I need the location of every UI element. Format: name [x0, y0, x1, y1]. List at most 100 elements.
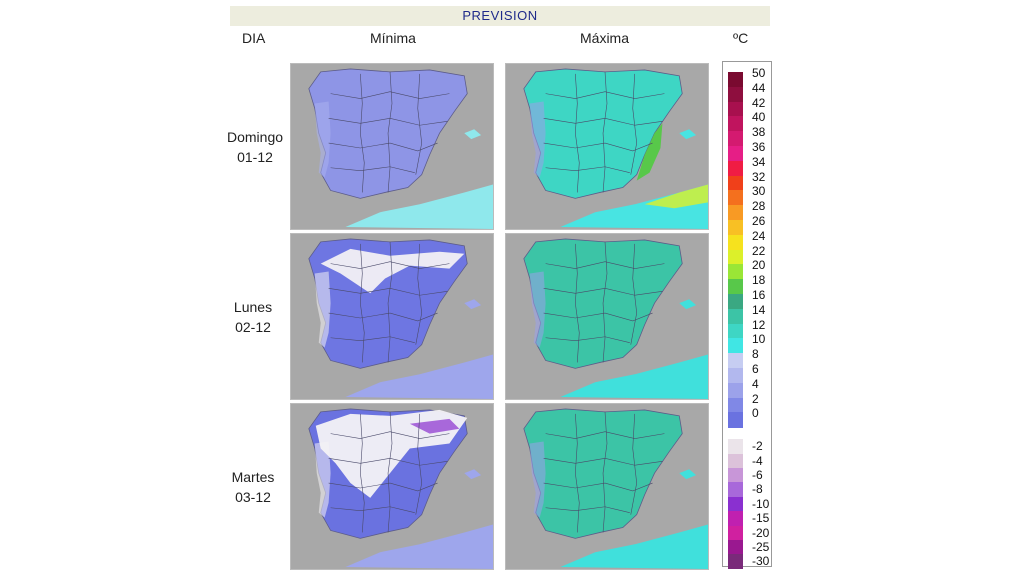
- row-label-martes: Martes 03-12: [218, 467, 288, 507]
- province-border: [387, 411, 393, 533]
- legend-swatch: [728, 264, 743, 280]
- row-label-domingo: Domingo 01-12: [220, 127, 290, 167]
- legend-label: 16: [752, 288, 766, 302]
- legend-label: 10: [752, 332, 766, 347]
- legend-label: -20: [752, 525, 770, 540]
- map-max-lunes: [505, 233, 709, 400]
- map-image: [308, 238, 493, 399]
- legend-swatch: [728, 294, 743, 310]
- warm-zone: [644, 184, 708, 209]
- province-border: [602, 241, 608, 363]
- province-border: [545, 506, 630, 513]
- portugal-region: [529, 271, 546, 348]
- legend-label: 24: [752, 228, 766, 243]
- portugal-region: [314, 441, 331, 518]
- province-border: [328, 142, 438, 152]
- portugal-region: [529, 101, 546, 178]
- legend-label: 36: [752, 140, 766, 154]
- legend-label: 22: [752, 243, 766, 258]
- legend-label: -2: [752, 439, 763, 454]
- province-border: [545, 431, 665, 439]
- legend-swatch: [728, 101, 743, 117]
- legend-label: 20: [752, 258, 766, 273]
- legend-label: 26: [752, 214, 766, 228]
- legend-label: 30: [752, 184, 766, 199]
- province-border: [387, 241, 393, 363]
- legend-swatch: [728, 382, 743, 399]
- map-min-lunes: [290, 233, 494, 400]
- legend-label: 42: [752, 95, 766, 110]
- legend-swatch: [728, 482, 743, 498]
- province-border: [602, 71, 608, 193]
- province-border: [545, 336, 630, 343]
- legend-swatch: [728, 308, 743, 325]
- province-border: [415, 243, 423, 345]
- province-border: [330, 166, 415, 173]
- map-min-martes: [290, 403, 494, 570]
- province-border: [387, 71, 393, 193]
- province-border: [630, 413, 638, 515]
- legend-swatch: [728, 496, 743, 512]
- province-border: [330, 261, 450, 269]
- legend-swatch: [728, 220, 743, 236]
- row-label-lunes: Lunes 02-12: [218, 297, 288, 337]
- legend-swatch: [728, 205, 743, 221]
- province-border: [330, 91, 450, 99]
- legend-label: -8: [752, 482, 763, 497]
- legend-swatch: [728, 234, 743, 251]
- africa-coast: [345, 524, 493, 569]
- balearic-islands: [679, 469, 697, 480]
- legend-label: 38: [752, 125, 766, 140]
- legend-swatch: [728, 323, 743, 339]
- legend-label: 40: [752, 110, 766, 125]
- legend-label: 18: [752, 273, 766, 288]
- warm-zone: [636, 123, 663, 181]
- legend-label: -6: [752, 468, 763, 482]
- legend-swatch: [728, 160, 743, 177]
- province-border: [575, 243, 580, 363]
- legend-swatch: [728, 86, 743, 103]
- legend-swatch: [728, 72, 743, 88]
- balearic-islands: [464, 299, 482, 310]
- column-min-header: Mínima: [370, 30, 416, 46]
- province-border: [415, 413, 423, 515]
- portugal-region: [529, 441, 546, 518]
- legend-swatch: [728, 175, 743, 191]
- map-image: [308, 408, 493, 569]
- legend-label: 2: [752, 391, 759, 406]
- legend-swatch: [728, 116, 743, 132]
- legend-swatch: [728, 554, 743, 570]
- legend-swatch: [728, 338, 743, 354]
- legend-swatch: [728, 468, 743, 483]
- legend-swatch: [728, 540, 743, 555]
- africa-coast: [560, 354, 708, 399]
- province-border: [360, 243, 365, 363]
- legend-label: 14: [752, 302, 766, 317]
- province-border: [543, 312, 653, 322]
- province-border: [545, 261, 665, 269]
- header-title: PREVISION: [462, 8, 538, 23]
- legend-swatch: [728, 525, 743, 541]
- legend-swatch: [728, 146, 743, 162]
- row-day: Domingo: [226, 129, 284, 145]
- legend-label: 8: [752, 347, 759, 362]
- africa-coast: [345, 184, 493, 229]
- balearic-islands: [679, 299, 697, 310]
- legend-swatch: [728, 439, 743, 455]
- row-day: Lunes: [233, 299, 273, 315]
- portugal-region: [314, 101, 331, 178]
- map-image: [523, 68, 708, 229]
- province-border: [575, 73, 580, 193]
- province-border: [630, 243, 638, 345]
- row-day: Martes: [231, 469, 275, 485]
- balearic-islands: [679, 129, 697, 140]
- province-border: [602, 411, 608, 533]
- legend-label: 32: [752, 169, 766, 184]
- legend-swatch: [728, 453, 743, 469]
- map-min-domingo: [290, 63, 494, 230]
- legend-swatch: [728, 353, 743, 369]
- legend-label: 44: [752, 80, 766, 95]
- province-border: [543, 482, 653, 492]
- map-max-martes: [505, 403, 709, 570]
- map-image: [523, 408, 708, 569]
